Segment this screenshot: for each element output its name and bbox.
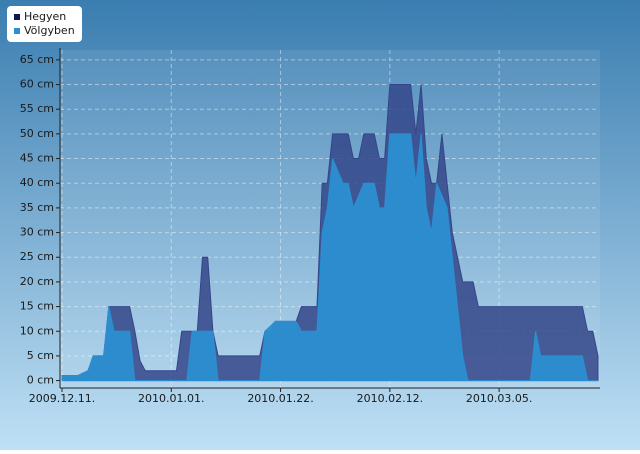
y-tick-label: 5 cm xyxy=(27,349,54,362)
y-tick-label: 0 cm xyxy=(27,374,54,387)
y-tick-label: 60 cm xyxy=(20,78,54,91)
y-tick-label: 25 cm xyxy=(20,250,54,263)
axes: 0 cm 5 cm 10 cm 15 cm 20 cm 25 cm 30 cm 35 cm 40… xyxy=(20,48,600,405)
y-tick-label: 35 cm xyxy=(20,201,54,214)
legend-label: Hegyen xyxy=(24,10,66,23)
y-tick-label: 20 cm xyxy=(20,275,54,288)
legend-marker xyxy=(14,28,20,34)
legend-box xyxy=(7,6,82,42)
y-tick-label: 40 cm xyxy=(20,176,54,189)
y-tick-label: 65 cm xyxy=(20,53,54,66)
area xyxy=(61,133,598,382)
y-tick-label: 55 cm xyxy=(20,102,54,115)
x-tick-label: 2010.02.12. xyxy=(357,392,423,405)
y-tick-label: 50 cm xyxy=(20,127,54,140)
x-tick-label: 2010.03.05. xyxy=(466,392,532,405)
x-tick-label: 2010.01.01. xyxy=(138,392,204,405)
x-tick-label: 2009.12.11. xyxy=(29,392,95,405)
legend-marker xyxy=(14,14,20,20)
legend-label: Völgyben xyxy=(24,24,75,37)
y-tick-label: 45 cm xyxy=(20,152,54,165)
y-tick-label: 30 cm xyxy=(20,226,54,239)
y-tick-label: 15 cm xyxy=(20,300,54,313)
y-tick-label: 10 cm xyxy=(20,324,54,337)
areas xyxy=(61,84,599,382)
x-tick-label: 2010.01.22. xyxy=(247,392,313,405)
